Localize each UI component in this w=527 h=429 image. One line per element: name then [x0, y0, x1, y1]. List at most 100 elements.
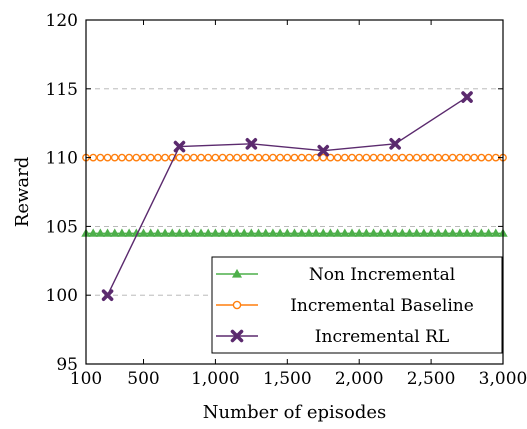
y-axis-label: Reward	[12, 157, 33, 227]
circle-marker	[405, 153, 414, 162]
legend-entry: Incremental RL	[216, 327, 449, 347]
circle-marker	[376, 153, 385, 162]
circle-marker	[340, 153, 349, 162]
circle-marker	[175, 153, 184, 162]
triangle-marker	[311, 228, 321, 237]
triangle-marker	[174, 228, 185, 237]
circle-marker	[182, 153, 191, 162]
triangle-marker	[145, 228, 156, 237]
circle-marker	[110, 153, 119, 162]
triangle-marker	[476, 228, 487, 237]
x-tick-label: 2,000	[335, 369, 384, 389]
circle-marker	[326, 153, 335, 162]
triangle-marker	[217, 228, 228, 237]
y-tick-label: 100	[46, 286, 78, 306]
triangle-marker	[447, 228, 458, 237]
triangle-marker	[95, 228, 106, 237]
triangle-marker	[404, 228, 415, 237]
triangle-marker	[253, 228, 264, 237]
triangle-marker	[354, 228, 364, 237]
triangle-marker	[282, 228, 293, 237]
triangle-marker	[225, 228, 235, 237]
triangle-marker	[325, 228, 336, 237]
circle-marker	[412, 153, 421, 162]
circle-marker	[427, 153, 436, 162]
triangle-marker	[138, 228, 149, 237]
triangle-marker	[340, 228, 350, 237]
y-tick-label: 95	[56, 355, 78, 375]
triangle-marker	[102, 228, 113, 237]
triangle-marker	[426, 228, 436, 237]
circle-marker	[333, 153, 342, 162]
x-marker	[461, 91, 473, 103]
circle-marker	[204, 153, 213, 162]
circle-marker	[362, 153, 371, 162]
circle-marker	[304, 153, 313, 162]
x-tick-label: 1,500	[263, 369, 312, 389]
triangle-marker	[231, 268, 243, 278]
circle-marker	[283, 153, 292, 162]
legend-box	[211, 256, 503, 354]
circle-marker	[240, 153, 249, 162]
circle-marker	[448, 153, 457, 162]
x-marker	[389, 138, 401, 150]
triangle-marker	[181, 228, 192, 237]
circle-marker	[247, 153, 256, 162]
triangle-marker	[124, 228, 134, 237]
circle-marker	[197, 153, 205, 162]
circle-marker	[139, 153, 148, 162]
circle-marker	[161, 153, 169, 162]
triangle-marker	[332, 228, 343, 237]
triangle-marker	[483, 228, 494, 237]
circle-marker	[261, 153, 270, 162]
circle-marker	[103, 153, 112, 162]
triangle-marker	[361, 228, 372, 237]
triangle-marker	[268, 228, 278, 237]
circle-marker	[232, 300, 242, 310]
circle-marker	[276, 153, 285, 162]
x-tick-label: 500	[127, 369, 159, 389]
triangle-marker	[455, 228, 465, 237]
triangle-marker	[232, 228, 242, 237]
x-tick-label: 2,500	[407, 369, 456, 389]
circle-marker	[189, 153, 198, 162]
x-marker	[173, 140, 186, 153]
triangle-marker	[196, 228, 206, 237]
x-tick-label: 100	[70, 369, 102, 389]
x-marker	[317, 144, 330, 157]
circle-marker	[391, 153, 400, 162]
series-non-incremental	[81, 228, 508, 237]
legend-label: Incremental RL	[315, 327, 449, 347]
circle-marker	[348, 153, 356, 162]
circle-marker	[455, 153, 464, 162]
circle-marker	[434, 153, 443, 162]
triangle-marker	[376, 228, 386, 237]
circle-marker	[269, 153, 277, 162]
circle-marker	[153, 153, 162, 162]
triangle-marker	[462, 228, 472, 237]
triangle-marker	[167, 228, 177, 237]
y-tick-label: 105	[46, 217, 78, 237]
circle-marker	[470, 153, 479, 162]
triangle-marker	[289, 228, 300, 237]
x-tick-label: 3,000	[479, 369, 527, 389]
circle-marker	[441, 153, 450, 162]
triangle-marker	[261, 228, 271, 237]
triangle-marker	[296, 228, 307, 237]
circle-marker	[355, 153, 364, 162]
triangle-marker	[412, 228, 422, 237]
triangle-marker	[110, 228, 120, 237]
triangle-marker	[469, 228, 479, 237]
circle-marker	[297, 153, 306, 162]
legend-entry: Incremental Baseline	[216, 296, 474, 316]
circle-marker	[477, 153, 486, 162]
circle-marker	[484, 153, 493, 162]
triangle-marker	[440, 228, 451, 237]
circle-marker	[398, 153, 407, 162]
triangle-marker	[347, 228, 357, 237]
circle-marker	[319, 153, 328, 162]
triangle-marker	[275, 228, 285, 237]
triangle-marker	[491, 228, 501, 237]
